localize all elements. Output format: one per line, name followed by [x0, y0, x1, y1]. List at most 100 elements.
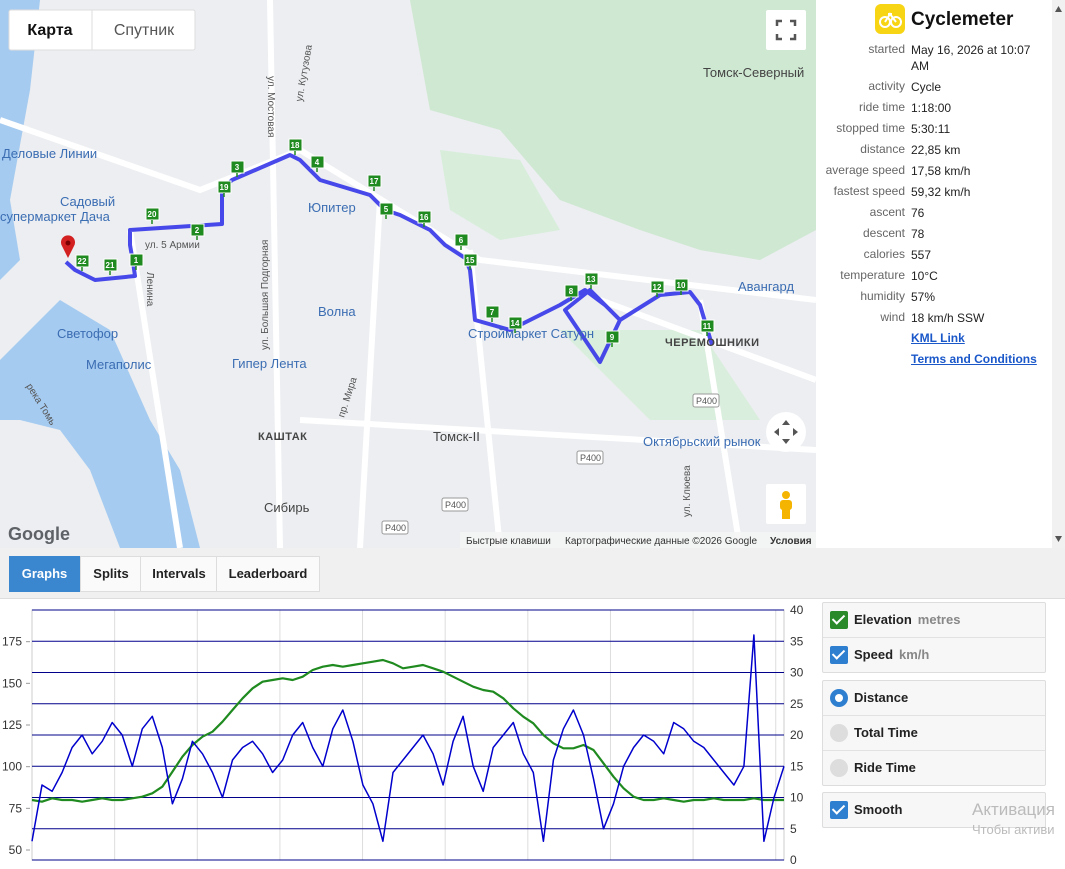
marker-number: 11	[703, 322, 712, 331]
route-marker: 11	[700, 319, 715, 336]
marker-number: 14	[511, 319, 520, 328]
route-marker: 14	[508, 316, 523, 333]
map-label: P400	[445, 500, 466, 510]
y2-tick-label: 0	[790, 853, 797, 867]
map-label: Мегаполис	[86, 357, 152, 372]
summary-value: 59,32 km/h	[911, 185, 971, 199]
summary-label: distance	[860, 142, 905, 156]
marker-number: 9	[610, 333, 615, 342]
y2-tick-label: 10	[790, 791, 804, 805]
summary-label: started	[868, 42, 905, 56]
y-tick-label: 75	[9, 801, 23, 815]
summary-value: Cycle	[911, 80, 942, 94]
map-label: Томск-II	[433, 429, 480, 444]
smooth-toggle[interactable]: Smooth	[823, 793, 1045, 827]
summary-value: 17,58 km/h	[911, 164, 971, 178]
summary-panel: Cyclemeter started May 16, 2026 at 10:07 …	[818, 0, 1052, 548]
map-button[interactable]: Спутник	[114, 22, 175, 39]
series-toggle[interactable]: Elevation metres	[823, 603, 1045, 638]
road-badge	[381, 520, 409, 535]
summary-label: activity	[868, 79, 905, 93]
summary-link[interactable]: KML Link	[911, 331, 965, 345]
map-footer[interactable]: Быстрые клавиши	[466, 536, 551, 547]
legend-entry: Elevation	[854, 612, 912, 627]
y-tick-label: 175	[2, 635, 22, 649]
smooth-label: Smooth	[854, 802, 903, 817]
marker-number: 22	[78, 257, 87, 266]
map-footer[interactable]: Условия	[770, 536, 812, 547]
marker-number: 3	[235, 163, 240, 172]
y2-tick-label: 30	[790, 666, 804, 680]
map-type-control[interactable]: Карта Спутник	[8, 9, 196, 51]
route-marker: 21	[103, 258, 118, 275]
map-label: P400	[580, 453, 601, 463]
summary-title: Cyclemeter	[911, 9, 1014, 30]
summary-link[interactable]: Terms and Conditions	[911, 352, 1037, 366]
route-marker: 15	[463, 253, 478, 270]
summary-value: 10°C	[911, 269, 938, 283]
map-label: Светофор	[57, 326, 118, 341]
route-marker: 9	[605, 330, 620, 347]
marker-number: 4	[315, 158, 320, 167]
marker-number: 10	[677, 281, 686, 290]
tab[interactable]: Intervals	[140, 556, 218, 592]
series-toggle[interactable]: Speed km/h	[823, 638, 1045, 672]
summary-label: stopped time	[836, 121, 905, 135]
scrollbar[interactable]	[1052, 0, 1065, 548]
marker-number: 6	[459, 236, 464, 245]
summary-label: calories	[863, 247, 905, 261]
map-label: Деловые Линии	[2, 146, 97, 161]
map-label: Волна	[318, 304, 356, 319]
tab[interactable]: Graphs	[9, 556, 80, 592]
x-mode[interactable]: Ride Time	[823, 751, 1045, 785]
map-button[interactable]: Карта	[27, 22, 72, 39]
pegman-button[interactable]	[766, 484, 806, 524]
map-label: Садовый	[60, 194, 115, 209]
route-marker: 4	[310, 155, 325, 172]
tab[interactable]: Splits	[80, 556, 142, 592]
x-mode[interactable]: Distance	[823, 681, 1045, 716]
y-tick-label: 150	[2, 676, 22, 690]
y2-tick-label: 15	[790, 759, 804, 773]
route-marker: 13	[584, 272, 599, 289]
y2-tick-label: 20	[790, 728, 804, 742]
y-tick-label: 50	[9, 843, 23, 857]
tab[interactable]: Leaderboard	[216, 556, 320, 592]
x-mode-label: Total Time	[854, 725, 918, 740]
fullscreen-button[interactable]	[766, 10, 806, 50]
watermark: Активация Чтобы активи	[972, 800, 1055, 837]
summary-label: fastest speed	[833, 184, 905, 198]
summary-label: descent	[862, 226, 905, 240]
series-line	[31, 658, 784, 803]
route-marker: 10	[674, 278, 689, 295]
google-logo: Google	[8, 524, 70, 544]
route	[64, 153, 714, 364]
y2-tick-label: 35	[790, 634, 804, 648]
legend-unit: metres	[917, 612, 961, 627]
x-mode[interactable]: Total Time	[823, 716, 1045, 751]
map-label: ЧЕРЕМОШНИКИ	[665, 337, 759, 349]
route-marker: 22	[75, 254, 90, 271]
watermark-text: Чтобы активи	[972, 822, 1055, 837]
summary-label: average speed	[825, 163, 905, 177]
marker-number: 8	[569, 287, 574, 296]
summary-value: 57%	[911, 290, 936, 304]
map-footer: Картографические данные ©2026 Google	[565, 535, 757, 547]
summary-label: temperature	[840, 268, 905, 282]
x-mode-label: Ride Time	[854, 760, 916, 775]
map-label: Сибирь	[264, 500, 310, 515]
pan-button[interactable]	[766, 412, 806, 452]
route-marker: 17	[367, 174, 382, 191]
map-label: Томск-Северный	[703, 65, 804, 80]
summary-value: 1:18:00	[911, 101, 952, 115]
summary-value: 22,85 km	[911, 143, 961, 157]
map-label: Юпитер	[308, 200, 356, 215]
summary-value: 76	[911, 206, 925, 220]
marker-number: 15	[466, 256, 475, 265]
map-label: Ленина	[144, 272, 155, 307]
y2-tick-label: 40	[790, 603, 804, 617]
map-label: ул. Большая Подгорная	[260, 240, 271, 350]
map-label: Строймаркет Сатурн	[468, 326, 594, 341]
